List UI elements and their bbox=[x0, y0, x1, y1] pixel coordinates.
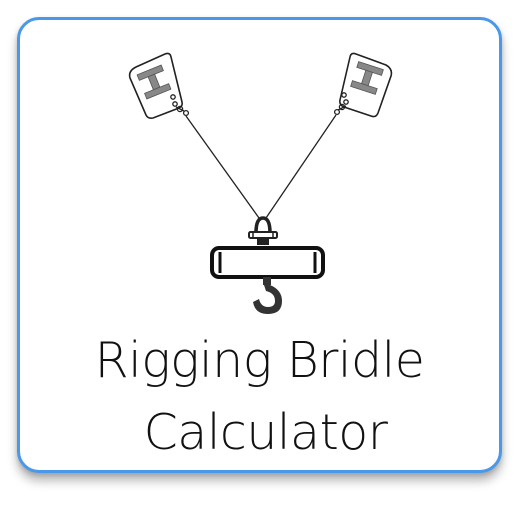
rigging-bridle-illustration bbox=[128, 52, 393, 314]
crane-hook-icon bbox=[253, 277, 282, 314]
spreader-beam-icon bbox=[210, 246, 325, 279]
bridle-legs bbox=[185, 114, 337, 219]
beam-anchor-right-icon bbox=[333, 52, 393, 118]
app-icon-tile[interactable]: Rigging Bridle Calculator bbox=[17, 17, 502, 473]
app-title-line-1: Rigging Bridle bbox=[94, 332, 425, 389]
beam-anchor-left-icon bbox=[128, 52, 190, 119]
app-title-line-2: Calculator bbox=[143, 404, 388, 461]
shackle-icon bbox=[248, 216, 278, 245]
